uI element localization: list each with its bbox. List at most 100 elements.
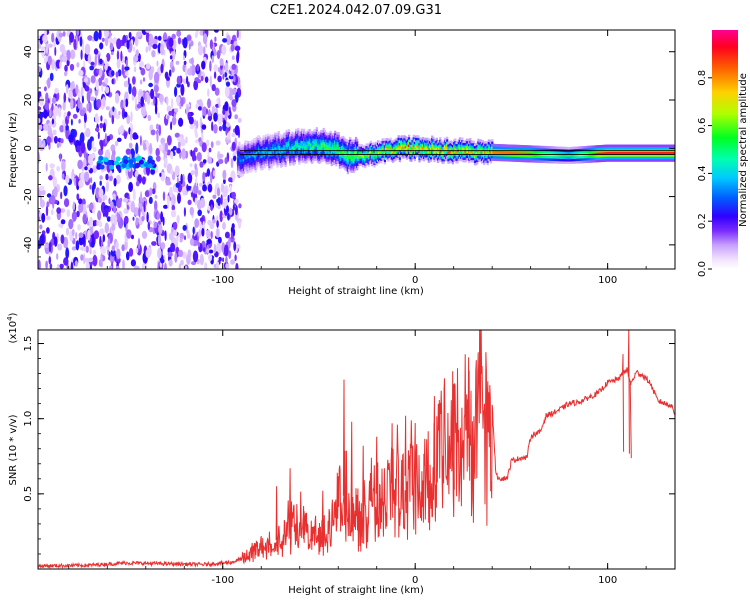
heatmap-cell [293, 161, 296, 165]
heatmap-cell [403, 137, 406, 141]
heatmap-cell [372, 142, 375, 146]
heatmap-cell [121, 64, 124, 76]
heatmap-cell [51, 118, 55, 125]
heatmap-cell [471, 157, 474, 161]
heatmap-cell [314, 134, 317, 137]
heatmap-cell [350, 155, 353, 159]
heatmap-cell [397, 137, 400, 141]
heatmap-cell [469, 157, 472, 160]
heatmap-cell [570, 154, 573, 157]
heatmap-cell [104, 77, 109, 85]
heatmap-cell [538, 155, 541, 158]
heatmap-cell [314, 156, 317, 159]
heatmap-cell [65, 247, 70, 260]
heatmap-cell [267, 133, 270, 137]
heatmap-cell [434, 145, 437, 149]
heatmap-cell [260, 155, 263, 159]
heatmap-cell [99, 175, 103, 180]
heatmap-cell [356, 138, 359, 142]
heatmap-cell [635, 151, 638, 155]
heatmap-cell [223, 186, 228, 197]
heatmap-cell [253, 138, 256, 141]
heatmap-cell [83, 77, 89, 83]
heatmap-cell [359, 149, 362, 152]
heatmap-cell [650, 151, 653, 155]
heatmap-cell [245, 142, 248, 146]
heatmap-cell [436, 145, 440, 149]
heatmap-cell [454, 157, 457, 161]
heatmap-cell [132, 216, 135, 221]
heatmap-cell [439, 154, 442, 157]
heatmap-cell [635, 147, 638, 150]
heatmap-cell [285, 142, 288, 145]
heatmap-cell [628, 154, 631, 157]
heatmap-cell [357, 148, 360, 152]
heatmap-cell [657, 154, 660, 157]
heatmap-cell [401, 140, 404, 143]
heatmap-cell [45, 92, 49, 102]
heatmap-cell [323, 134, 326, 138]
heatmap-cell [289, 141, 292, 145]
heatmap-cell [491, 141, 494, 145]
heatmap-cell [216, 228, 220, 238]
heatmap-cell [360, 153, 363, 157]
heatmap-cell [492, 155, 495, 159]
heatmap-cell [642, 154, 645, 157]
heatmap-cell [375, 155, 378, 159]
heatmap-cell [533, 150, 537, 153]
heatmap-cell [285, 139, 288, 143]
heatmap-cell [213, 112, 218, 122]
heatmap-cell [360, 158, 363, 162]
heatmap-cell [599, 152, 602, 155]
heatmap-cell [79, 36, 83, 47]
heatmap-cell [420, 141, 423, 144]
heatmap-cell [253, 140, 256, 144]
heatmap-cell [331, 156, 334, 160]
heatmap-cell [505, 151, 508, 155]
heatmap-cell [170, 242, 176, 252]
heatmap-cell [336, 139, 339, 142]
heatmap-cell [275, 154, 278, 157]
heatmap-cell [286, 146, 289, 149]
heatmap-cell [417, 137, 420, 141]
heatmap-cell [354, 151, 358, 154]
heatmap-cell [51, 103, 54, 111]
heatmap-cell [47, 43, 53, 48]
heatmap-cell [350, 158, 353, 161]
heatmap-cell [462, 150, 465, 153]
heatmap-cell [270, 142, 273, 145]
heatmap-cell [255, 161, 258, 164]
heatmap-cell [380, 151, 383, 154]
heatmap-cell [336, 136, 339, 140]
heatmap-cell [304, 143, 307, 147]
heatmap-cell [252, 161, 255, 164]
heatmap-cell [296, 129, 299, 132]
heatmap-cell [439, 146, 442, 150]
heatmap-cell [456, 155, 459, 159]
heatmap-cell [115, 113, 120, 120]
heatmap-cell [344, 141, 347, 144]
heatmap-cell [275, 144, 278, 148]
heatmap-cell [349, 166, 352, 169]
heatmap-cell [166, 76, 170, 81]
heatmap-cell [479, 141, 482, 145]
heatmap-cell [517, 152, 520, 155]
heatmap-cell [329, 130, 332, 134]
heatmap-cell [144, 93, 148, 103]
heatmap-cell [428, 157, 431, 161]
heatmap-cell [249, 155, 252, 158]
heatmap-cell [365, 145, 368, 149]
heatmap-cell [132, 76, 136, 85]
heatmap-cell [430, 159, 433, 162]
heatmap-cell [599, 145, 602, 148]
heatmap-cell [203, 46, 206, 55]
heatmap-cell [296, 145, 299, 149]
heatmap-cell [471, 143, 474, 146]
heatmap-cell [254, 167, 257, 171]
heatmap-cell [510, 154, 513, 157]
heatmap-cell [323, 137, 326, 140]
heatmap-cell [354, 136, 358, 140]
heatmap-cell [342, 162, 345, 165]
heatmap-cell [405, 138, 408, 141]
heatmap-cell [648, 147, 651, 150]
